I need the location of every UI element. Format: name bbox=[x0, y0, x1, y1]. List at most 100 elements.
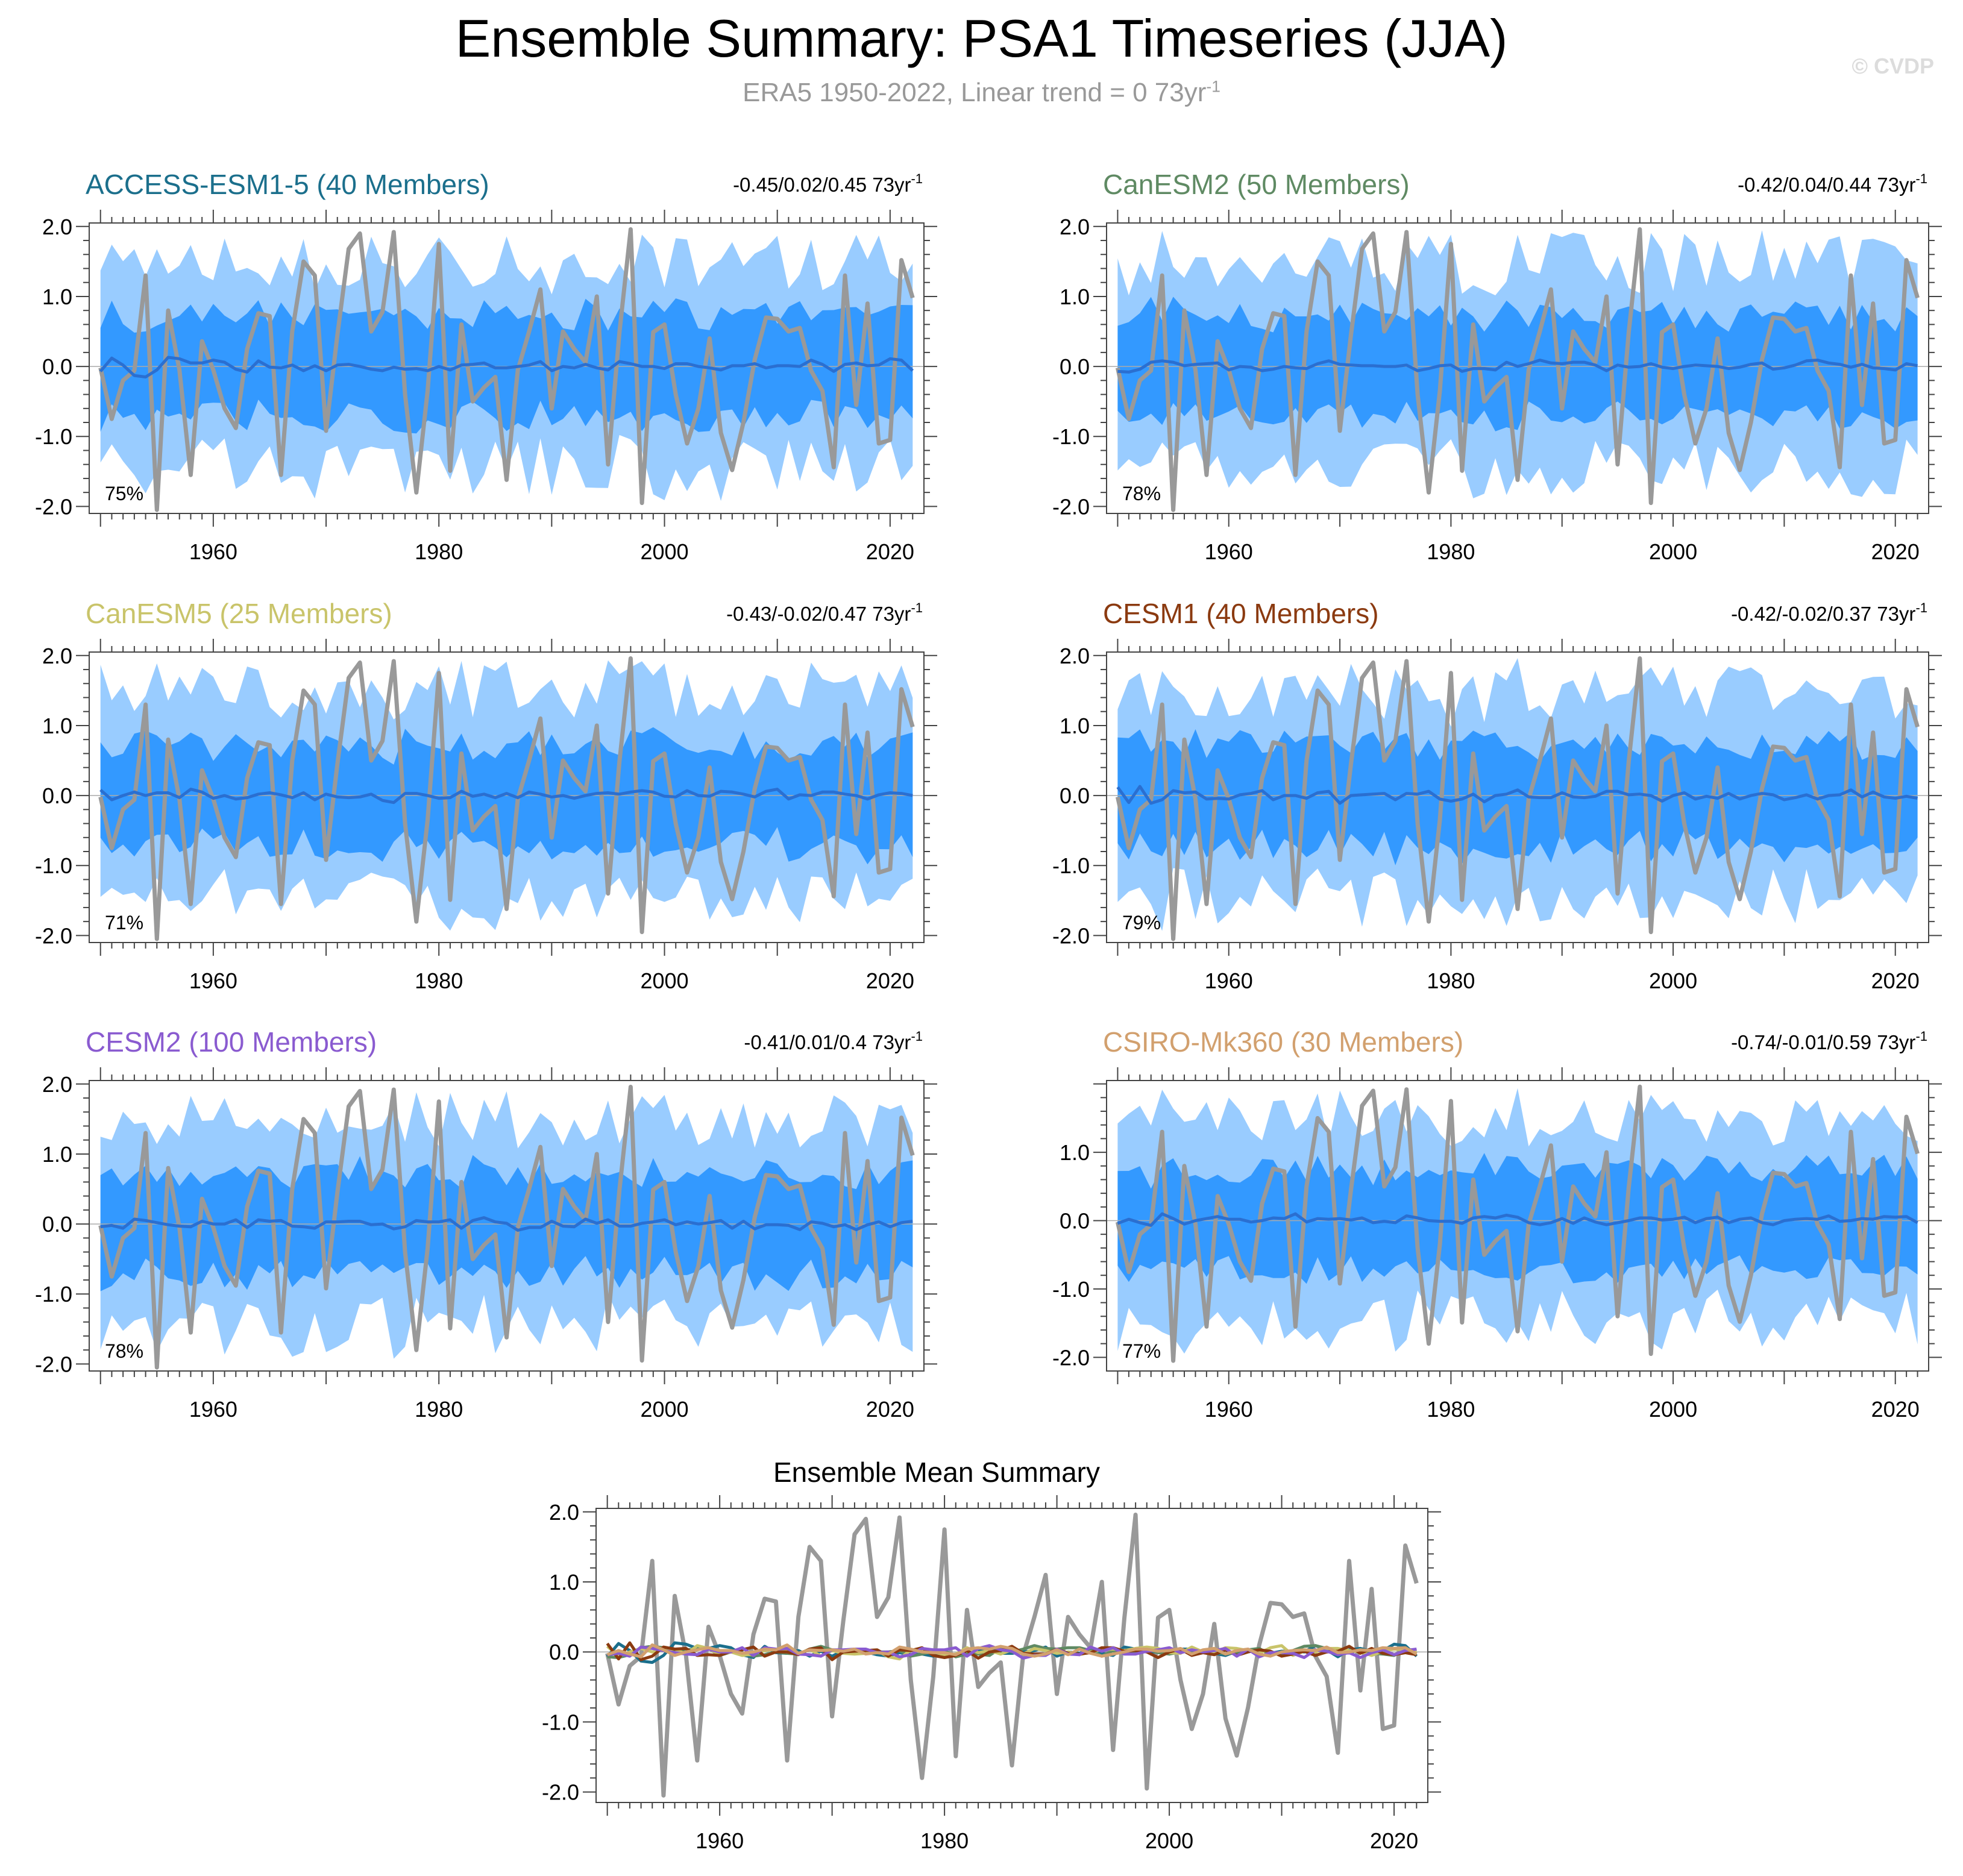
panel-title: CESM2 (100 Members) bbox=[86, 1026, 377, 1058]
percent-label: 77% bbox=[1122, 1340, 1161, 1362]
subtitle-text: ERA5 1950-2022, Linear trend = 0 73yr bbox=[743, 78, 1207, 107]
observed-era5-line bbox=[1115, 227, 1920, 512]
y-tick-label: 1.0 bbox=[42, 714, 72, 738]
y-tick-label: -2.0 bbox=[542, 1780, 579, 1805]
panel-2: 1960 1980 2000 2020 -2.0 -1.0 0.0 1.0 2.0 CanESM2… bbox=[1052, 169, 1942, 564]
subtitle-unit-sup: -1 bbox=[1206, 77, 1220, 96]
y-tick-label: 1.0 bbox=[42, 284, 72, 309]
trend-range-text: -0.42/0.04/0.44 73yr bbox=[1738, 174, 1915, 196]
x-tick-label: 2020 bbox=[1871, 968, 1920, 993]
x-tick-label: 1960 bbox=[1205, 539, 1253, 564]
trend-unit-sup: -1 bbox=[911, 600, 923, 615]
observed-era5-line bbox=[1115, 1084, 1920, 1363]
y-tick-label: -2.0 bbox=[1052, 923, 1090, 948]
subtitle: ERA5 1950-2022, Linear trend = 0 73yr-1 bbox=[0, 77, 1963, 107]
observed-era5-line bbox=[98, 1085, 915, 1370]
model-mean-line-4 bbox=[606, 1641, 1417, 1661]
panel-1: 1960 1980 2000 2020 -2.0 -1.0 0.0 1.0 2.0 ACCESS-… bbox=[35, 169, 937, 564]
panel-title: ACCESS-ESM1-5 (40 Members) bbox=[86, 169, 489, 200]
y-tick-label: 2.0 bbox=[42, 1072, 72, 1097]
x-tick-label: 2000 bbox=[1649, 968, 1697, 993]
y-tick-label: 2.0 bbox=[1060, 215, 1090, 239]
y-tick-label: 0.0 bbox=[42, 354, 72, 379]
percent-label: 75% bbox=[105, 483, 143, 504]
x-tick-label: 1980 bbox=[415, 968, 463, 993]
percent-label: 78% bbox=[1122, 483, 1161, 504]
percent-label: 71% bbox=[105, 912, 143, 933]
y-tick-label: 2.0 bbox=[1060, 644, 1090, 668]
trend-range-text: -0.41/0.01/0.4 73yr bbox=[744, 1031, 911, 1053]
x-tick-label: 1980 bbox=[415, 1397, 463, 1422]
x-tick-label: 1960 bbox=[189, 1397, 237, 1422]
y-tick-label: 1.0 bbox=[549, 1570, 579, 1595]
x-tick-label: 1960 bbox=[189, 968, 237, 993]
panel-7: 1960 1980 2000 2020 -2.0 -1.0 0.0 1.0 2.0 Ensembl… bbox=[542, 1457, 1441, 1853]
y-tick-label: -2.0 bbox=[35, 923, 72, 948]
x-tick-label: 1960 bbox=[696, 1828, 744, 1853]
x-tick-label: 1980 bbox=[415, 539, 463, 564]
y-tick-label: -2.0 bbox=[1052, 1345, 1090, 1370]
x-tick-label: 1980 bbox=[920, 1828, 969, 1853]
trend-range-text: -0.74/-0.01/0.59 73yr bbox=[1731, 1031, 1915, 1053]
trend-range: -0.41/0.01/0.4 73yr-1 bbox=[744, 1029, 923, 1053]
y-tick-label: 0.0 bbox=[42, 783, 72, 808]
cvdp-watermark: © CVDP bbox=[1852, 54, 1934, 78]
y-tick-label: -2.0 bbox=[1052, 494, 1090, 519]
trend-unit-sup: -1 bbox=[1915, 1029, 1927, 1044]
x-tick-label: 2000 bbox=[640, 539, 688, 564]
ensemble-mean-line bbox=[1117, 359, 1918, 374]
x-tick-label: 2020 bbox=[866, 1397, 914, 1422]
y-tick-label: 0.0 bbox=[42, 1212, 72, 1237]
x-tick-label: 1960 bbox=[1205, 968, 1253, 993]
y-tick-label: -1.0 bbox=[1052, 1277, 1090, 1302]
ensemble-mean-line bbox=[99, 356, 914, 378]
trend-unit-sup: -1 bbox=[1915, 171, 1927, 186]
y-tick-label: 1.0 bbox=[1060, 284, 1090, 309]
x-tick-label: 2000 bbox=[1649, 539, 1697, 564]
ensemble-mean-line bbox=[100, 1216, 913, 1232]
x-tick-label: 2020 bbox=[1370, 1828, 1418, 1853]
y-tick-label: -1.0 bbox=[35, 853, 72, 878]
ensemble-inner-range-band bbox=[100, 298, 913, 434]
x-tick-label: 2020 bbox=[866, 968, 914, 993]
main-title: Ensemble Summary: PSA1 Timeseries (JJA) bbox=[455, 8, 1508, 68]
y-tick-label: -1.0 bbox=[1052, 853, 1090, 878]
trend-range: -0.45/0.02/0.45 73yr-1 bbox=[733, 171, 923, 196]
x-tick-label: 2000 bbox=[640, 1397, 688, 1422]
x-tick-label: 2000 bbox=[1145, 1828, 1193, 1853]
x-tick-label: 1980 bbox=[1427, 968, 1475, 993]
x-tick-label: 1980 bbox=[1427, 539, 1475, 564]
x-tick-label: 2020 bbox=[866, 539, 914, 564]
panel-5: 1960 1980 2000 2020 -2.0 -1.0 0.0 1.0 2.0 CESM2 (… bbox=[35, 1026, 937, 1422]
panel-4: 1960 1980 2000 2020 -2.0 -1.0 0.0 1.0 2.0 CESM1 (… bbox=[1052, 598, 1942, 993]
observed-era5-line bbox=[1115, 656, 1920, 941]
trend-range: -0.74/-0.01/0.59 73yr-1 bbox=[1731, 1029, 1927, 1053]
panel-title: CanESM5 (25 Members) bbox=[86, 598, 392, 629]
y-tick-label: 1.0 bbox=[1060, 1140, 1090, 1165]
y-tick-label: 0.0 bbox=[1060, 1208, 1090, 1233]
summary-panel-title: Ensemble Mean Summary bbox=[773, 1457, 1100, 1488]
y-tick-label: -2.0 bbox=[35, 494, 72, 519]
ensemble-mean-line bbox=[1116, 785, 1918, 805]
y-tick-label: 0.0 bbox=[549, 1640, 579, 1664]
trend-unit-sup: -1 bbox=[911, 1029, 923, 1044]
x-tick-label: 1980 bbox=[1427, 1397, 1475, 1422]
trend-range-text: -0.43/-0.02/0.47 73yr bbox=[726, 603, 911, 625]
y-tick-label: -2.0 bbox=[35, 1352, 72, 1376]
trend-range: -0.42/0.04/0.44 73yr-1 bbox=[1738, 171, 1927, 196]
panel-title: CanESM2 (50 Members) bbox=[1103, 169, 1410, 200]
y-tick-label: -1.0 bbox=[542, 1710, 579, 1734]
y-tick-label: 1.0 bbox=[1060, 714, 1090, 738]
trend-range-text: -0.42/-0.02/0.37 73yr bbox=[1731, 603, 1915, 625]
y-tick-label: 1.0 bbox=[42, 1142, 72, 1167]
x-tick-label: 1960 bbox=[1205, 1397, 1253, 1422]
y-tick-label: -1.0 bbox=[1052, 424, 1090, 449]
panel-6: 1960 1980 2000 2020 -2.0 -1.0 0.0 1.0 CSIRO-Mk36… bbox=[1052, 1026, 1942, 1422]
observed-era5-line bbox=[98, 227, 915, 512]
trend-range: -0.43/-0.02/0.47 73yr-1 bbox=[726, 600, 923, 625]
x-tick-label: 2000 bbox=[1649, 1397, 1697, 1422]
ensemble-mean-line bbox=[1117, 1212, 1918, 1227]
observed-era5-line bbox=[98, 656, 915, 941]
x-tick-label: 2020 bbox=[1871, 539, 1920, 564]
